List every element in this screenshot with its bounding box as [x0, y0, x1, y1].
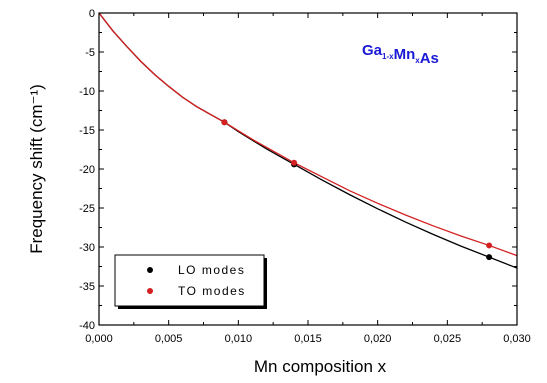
legend: LO modes TO modes [114, 254, 267, 309]
data-point-to-modes [291, 159, 298, 166]
y-tick-label: -10 [79, 86, 95, 98]
series-line-to-modes [98, 12, 518, 257]
x-tick-label: 0,030 [503, 333, 531, 345]
formula-text: Mn [394, 46, 416, 63]
legend-marker [147, 288, 153, 294]
y-tick-label: 0 [89, 8, 95, 20]
x-tick-label: 0,010 [225, 333, 253, 345]
y-tick-label: -40 [79, 320, 95, 332]
y-axis-title: Frequency shift (cm⁻¹) [27, 84, 46, 254]
series-line-lo-modes [98, 12, 518, 269]
y-tick-label: -5 [85, 47, 95, 59]
data-point-lo-modes [486, 254, 493, 261]
x-tick-label: 0,015 [294, 333, 322, 345]
data-point-to-modes [486, 242, 493, 249]
x-tick-label: 0,020 [364, 333, 392, 345]
y-tick-label: -15 [79, 125, 95, 137]
curves-layer [98, 12, 518, 269]
y-tick-label: -35 [79, 281, 95, 293]
y-tick-label: -20 [79, 164, 95, 176]
x-tick-label: 0,005 [155, 333, 183, 345]
y-tick-label: -25 [79, 203, 95, 215]
data-point-to-modes [221, 119, 228, 126]
formula-subscript: 1-x [382, 52, 394, 61]
points-layer [221, 119, 493, 261]
compound-formula-annotation: Ga1-xMnxAs [362, 42, 439, 67]
formula-subscript: x [415, 56, 420, 65]
legend-label: LO modes [178, 263, 245, 277]
x-axis-title: Mn composition x [254, 357, 387, 376]
legend-label: TO modes [178, 284, 246, 298]
ticks-layer: 0 -5 -10 -15 -20 -25 -30 -35 -400,000 0,005 0,010 0… [79, 8, 531, 345]
formula-text: As [420, 50, 439, 67]
y-tick-label: -30 [79, 242, 95, 254]
plot-frame [98, 12, 518, 326]
formula-text: Ga [362, 42, 383, 59]
x-tick-label: 0,025 [434, 333, 462, 345]
legend-marker [147, 267, 153, 273]
x-tick-label: 0,000 [85, 333, 113, 345]
legend-box [114, 254, 265, 307]
